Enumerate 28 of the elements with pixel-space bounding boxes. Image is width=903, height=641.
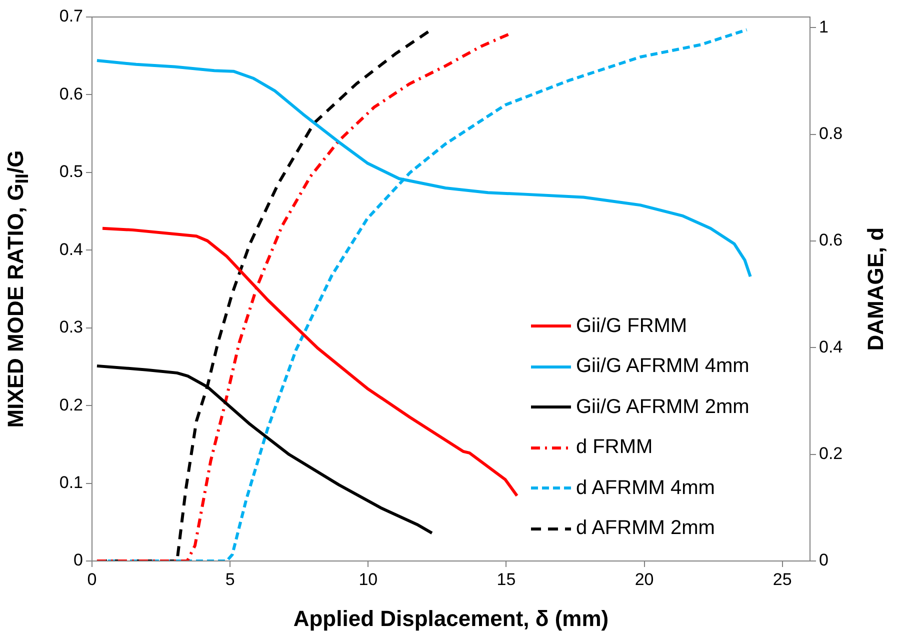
legend-label: Gii/G AFRMM 2mm xyxy=(576,396,750,419)
y-tick-label: 0.3 xyxy=(59,318,83,337)
y2-tick-label: 0.4 xyxy=(819,337,843,356)
x-tick-label: 20 xyxy=(634,570,654,589)
x-tick-label: 10 xyxy=(358,570,378,589)
y2-tick-label: 0 xyxy=(819,550,828,570)
y-tick-label: 0.4 xyxy=(59,240,83,259)
legend-label: d AFRMM 2mm xyxy=(576,517,715,540)
y2-axis-title: DAMAGE, d xyxy=(863,227,889,351)
y2-tick-label: 0.2 xyxy=(819,444,843,464)
y2-tick-label: 0.8 xyxy=(819,124,843,144)
y-tick-label: 0.5 xyxy=(59,162,83,182)
legend-label: Gii/G AFRMM 4mm xyxy=(576,355,750,378)
legend-label: Gii/G FRMM xyxy=(576,314,688,338)
y2-tick-label: 0.6 xyxy=(819,230,843,250)
x-tick-label: 5 xyxy=(225,570,235,589)
y-tick-label: 0.7 xyxy=(59,6,83,26)
y-tick-label: 0.6 xyxy=(59,84,83,104)
legend-label: d AFRMM 4mm xyxy=(576,476,715,500)
y-tick-label: 0.1 xyxy=(59,472,83,492)
x-axis-title: Applied Displacement, δ (mm) xyxy=(292,606,610,632)
x-tick-label: 15 xyxy=(496,570,516,589)
y-tick-label: 0 xyxy=(74,550,83,570)
y-tick-label: 0.2 xyxy=(59,395,83,414)
legend-label: d FRMM xyxy=(576,436,653,460)
x-tick-label: 25 xyxy=(772,570,792,589)
y2-tick-label: 1 xyxy=(819,17,828,36)
x-tick-label: 0 xyxy=(87,570,97,589)
